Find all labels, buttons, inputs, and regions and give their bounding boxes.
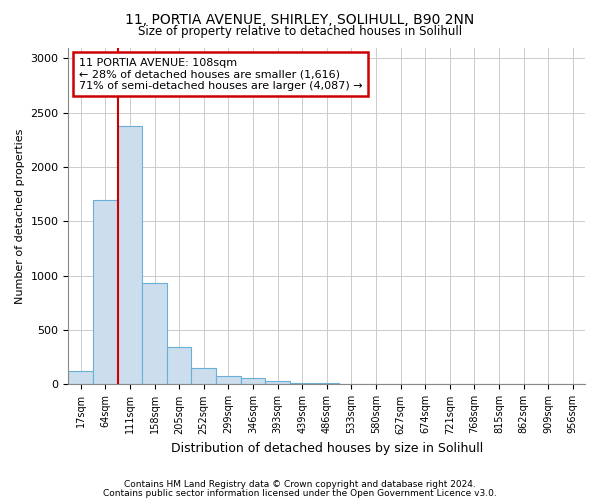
Text: 11 PORTIA AVENUE: 108sqm
← 28% of detached houses are smaller (1,616)
71% of sem: 11 PORTIA AVENUE: 108sqm ← 28% of detach…: [79, 58, 362, 91]
Text: Size of property relative to detached houses in Solihull: Size of property relative to detached ho…: [138, 25, 462, 38]
Bar: [167, 348, 191, 385]
Bar: [142, 284, 167, 384]
Bar: [118, 126, 142, 384]
X-axis label: Distribution of detached houses by size in Solihull: Distribution of detached houses by size …: [170, 442, 483, 455]
Bar: [290, 383, 314, 384]
Bar: [68, 372, 93, 384]
Y-axis label: Number of detached properties: Number of detached properties: [15, 128, 25, 304]
Bar: [93, 200, 118, 384]
Bar: [241, 378, 265, 384]
Bar: [265, 381, 290, 384]
Bar: [191, 368, 216, 384]
Text: Contains public sector information licensed under the Open Government Licence v3: Contains public sector information licen…: [103, 490, 497, 498]
Bar: [216, 376, 241, 384]
Text: 11, PORTIA AVENUE, SHIRLEY, SOLIHULL, B90 2NN: 11, PORTIA AVENUE, SHIRLEY, SOLIHULL, B9…: [125, 12, 475, 26]
Text: Contains HM Land Registry data © Crown copyright and database right 2024.: Contains HM Land Registry data © Crown c…: [124, 480, 476, 489]
